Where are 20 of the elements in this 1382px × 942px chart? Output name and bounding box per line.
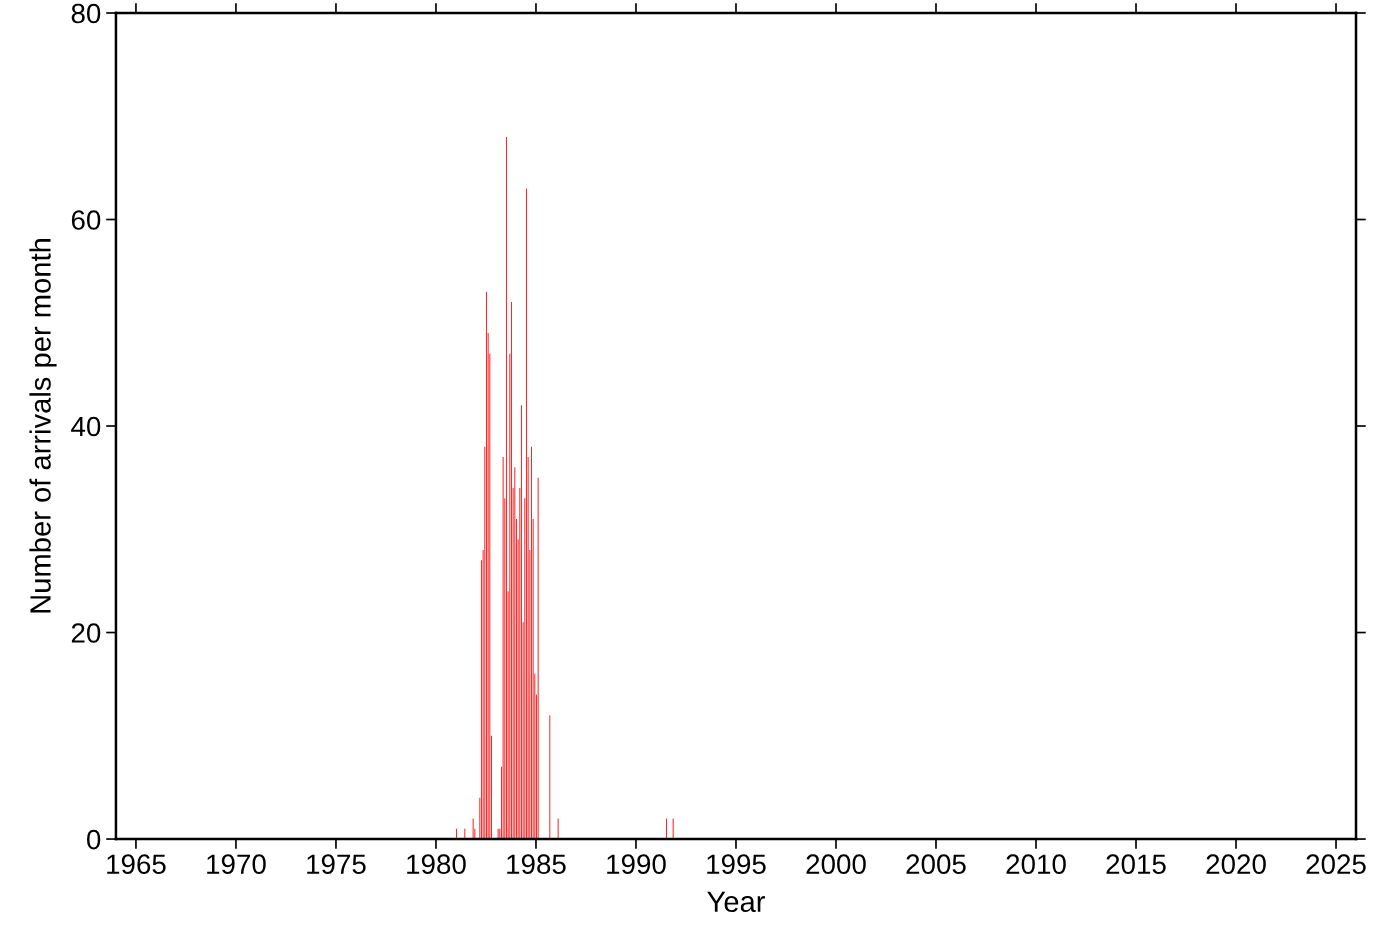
y-tick-label: 60 [71, 210, 101, 230]
y-tick-label: 80 [71, 3, 101, 24]
x-tick-label: 2020 [1206, 854, 1266, 875]
x-tick-label: 2025 [1306, 854, 1366, 875]
x-tick-label: 1990 [607, 854, 666, 875]
x-tick-label: 1970 [207, 854, 266, 875]
x-tick-label: 1985 [507, 854, 566, 875]
y-tick-label: 20 [71, 623, 101, 643]
x-tick-label: 1975 [307, 854, 366, 875]
x-tick-label: 1980 [407, 854, 466, 875]
x-tick-label: 2015 [1106, 854, 1166, 875]
x-tick-label: 2010 [1006, 854, 1066, 875]
y-tick-label: 0 [87, 829, 101, 850]
x-tick-label: 1965 [107, 854, 166, 875]
y-tick-label: 40 [71, 416, 101, 437]
x-tick-label: 2000 [806, 854, 866, 875]
x-axis-title: Year [707, 891, 765, 913]
x-tick-label: 2005 [906, 854, 966, 875]
y-axis-title: Number of arrivals per month [29, 239, 57, 613]
x-tick-label: 1995 [707, 854, 766, 875]
